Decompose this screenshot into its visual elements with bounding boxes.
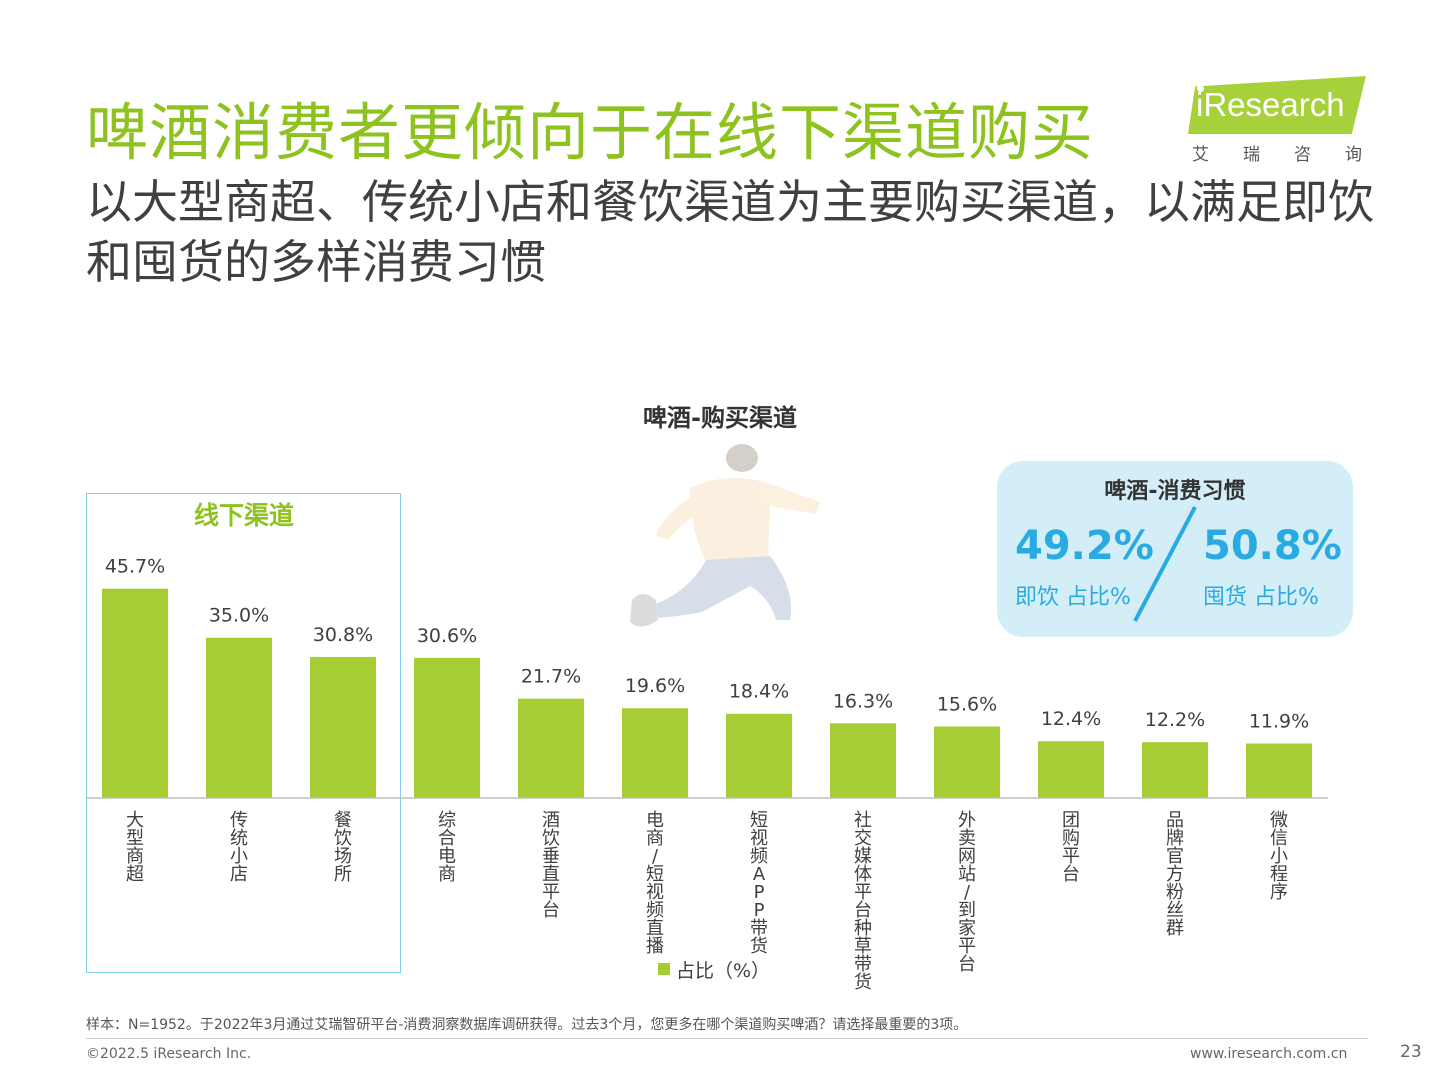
- instant-drink-value: 49.2%: [1015, 523, 1154, 569]
- bar-10: [1142, 742, 1208, 798]
- category-label-9: 团购平台: [1062, 810, 1080, 885]
- category-label-1: 传统小店: [230, 810, 248, 885]
- copyright: ©2022.5 iResearch Inc.: [86, 1046, 252, 1062]
- bar-6: [726, 713, 792, 798]
- category-label-11: 微信小程序: [1270, 810, 1288, 903]
- bar-1: [206, 637, 272, 798]
- value-label-group: 45.7% 35.0% 30.8% 30.6% 21.7% 19.6% 18.4% 16.3%…: [105, 556, 1309, 733]
- value-label-2: 30.8%: [313, 624, 373, 646]
- value-label-0: 45.7%: [105, 556, 165, 578]
- figure-arm: [656, 496, 704, 540]
- figure-shoe: [630, 594, 658, 627]
- bar-4: [518, 698, 584, 798]
- bar-7: [830, 723, 896, 798]
- value-label-7: 16.3%: [833, 690, 893, 712]
- chart-title: 啤酒-购买渠道: [643, 404, 797, 432]
- figure-legs: [656, 556, 792, 620]
- legend-swatch: [658, 963, 670, 975]
- habit-title: 啤酒-消费习惯: [1104, 479, 1246, 504]
- bar-3: [414, 657, 480, 798]
- page-subtitle: 以大型商超、传统小店和餐饮渠道为主要购买渠道，以满足即饮和囤货的多样消费习惯: [86, 175, 1374, 289]
- value-label-9: 12.4%: [1041, 708, 1101, 730]
- page-title: 啤酒消费者更倾向于在线下渠道购买: [86, 96, 1095, 169]
- value-label-10: 12.2%: [1145, 709, 1205, 731]
- bar-chart: 45.7% 35.0% 30.8% 30.6% 21.7% 19.6% 18.4% 16.3%…: [86, 556, 1328, 993]
- category-label-group: 大型商超 传统小店 餐饮场所 综合电商 酒饮垂直平台 电商/短视频直播 短视频 A P P 带货 社交…: [126, 810, 1288, 993]
- stockpile-label: 囤货 占比%: [1203, 585, 1319, 610]
- figure-head: [726, 444, 758, 472]
- value-label-3: 30.6%: [417, 625, 477, 647]
- offline-channel-label: 线下渠道: [193, 501, 294, 530]
- category-label-2: 餐饮场所: [334, 810, 352, 885]
- bar-0: [102, 588, 168, 798]
- chart-legend: 占比（%）: [658, 960, 770, 982]
- category-label-4: 酒饮垂直平台: [542, 810, 560, 921]
- figure-torso: [690, 477, 820, 562]
- value-label-5: 19.6%: [625, 675, 685, 697]
- logo-badge: [1188, 76, 1366, 134]
- page-number: 23: [1400, 1042, 1422, 1062]
- category-label-3: 综合电商: [438, 810, 456, 885]
- bar-9: [1038, 741, 1104, 798]
- bar-2: [310, 656, 376, 798]
- iresearch-logo: iResearch 艾瑞咨询: [1188, 76, 1368, 168]
- running-person-illustration: [630, 444, 820, 627]
- logo-chinese-name: 艾瑞咨询: [1192, 145, 1396, 165]
- logo-dot-icon: [1197, 85, 1204, 92]
- bar-11: [1246, 743, 1312, 798]
- value-label-1: 35.0%: [209, 605, 269, 627]
- divider-slash: [1133, 506, 1197, 622]
- footer-divider: [86, 1038, 1368, 1039]
- bar-5: [622, 708, 688, 798]
- bar-group: [102, 588, 1312, 798]
- stockpile-value: 50.8%: [1203, 523, 1342, 569]
- offline-channel-box: [86, 493, 401, 973]
- category-label-10: 品牌官方粉丝群: [1166, 810, 1184, 939]
- consumption-habit-panel: 啤酒-消费习惯 49.2% 即饮 占比% 50.8% 囤货 占比%: [997, 461, 1353, 637]
- category-label-0: 大型商超: [126, 810, 144, 885]
- sample-footnote: 样本：N=1952。于2022年3月通过艾瑞智研平台-消费洞察数据库调研获得。过…: [86, 1017, 968, 1033]
- category-label-5: 电商/短视频直播: [646, 810, 664, 957]
- website-link[interactable]: www.iresearch.com.cn: [1190, 1046, 1348, 1062]
- legend-label: 占比（%）: [676, 960, 770, 982]
- bar-8: [934, 726, 1000, 798]
- value-label-4: 21.7%: [521, 666, 581, 688]
- value-label-8: 15.6%: [937, 694, 997, 716]
- instant-drink-label: 即饮 占比%: [1015, 585, 1131, 610]
- category-label-7: 社交媒体平台种草带货: [854, 810, 872, 993]
- category-label-8: 外卖网站/到家平台: [958, 810, 976, 975]
- logo-text: iResearch: [1196, 86, 1345, 123]
- value-label-11: 11.9%: [1249, 710, 1309, 732]
- category-label-6: 短视频 A P P 带货: [750, 810, 768, 957]
- value-label-6: 18.4%: [729, 681, 789, 703]
